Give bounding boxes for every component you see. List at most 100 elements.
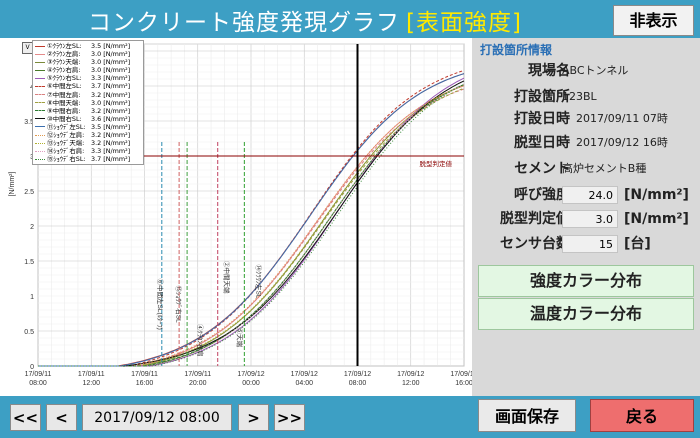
series-line (38, 73, 465, 367)
field-cement: セメント 高炉セメントB種 (472, 158, 700, 180)
y-tick-label: 1 (30, 294, 34, 301)
legend-entry: ④ｸﾗｳﾝ右肩: 3.0 [N/mm²] (35, 66, 143, 74)
y-tick-label: 2 (30, 224, 34, 231)
legend-entry: ②ｸﾗｳﾝ左肩: 3.0 [N/mm²] (35, 50, 143, 58)
x-tick-label: 17/09/11 (184, 371, 211, 378)
legend-swatch (35, 61, 45, 63)
field-label: 現場名 (528, 63, 570, 79)
legend-entry: ⑮ｼｮｳﾃﾞ右SL: 3.7 [N/mm²] (35, 155, 143, 163)
field-pour-date: 打設日時 2017/09/11 07時 (472, 108, 700, 130)
legend-entry: ⑪ｼｮｳﾃﾞ左SL: 3.5 [N/mm²] (35, 123, 143, 131)
field-demold-threshold: 脱型判定値 3.0 [N/mm²] (472, 208, 700, 230)
legend-value: 3.2 [N/mm²] (91, 106, 131, 115)
next-button[interactable]: > (238, 404, 269, 431)
legend-value: 3.3 [N/mm²] (91, 147, 131, 156)
field-label: 打設箇所 (514, 89, 570, 105)
sensor-annotation: ②中間天端 (222, 261, 231, 294)
x-tick-label: 16:00 (136, 380, 154, 387)
nominal-strength-value: 24.0 (562, 186, 618, 204)
strength-color-map-button[interactable]: 強度カラー分布 (478, 265, 694, 297)
series-line (38, 84, 465, 367)
threshold-value: 3.0 (562, 210, 618, 228)
legend-value: 3.0 [N/mm²] (91, 58, 131, 67)
unit-label: [N/mm²] (624, 187, 689, 203)
x-tick-label: 16:00 (455, 380, 472, 387)
legend-value: 3.5 [N/mm²] (91, 42, 131, 50)
legend-name: ⑮ｼｮｳﾃﾞ右SL: (47, 155, 86, 164)
legend-value: 3.2 [N/mm²] (91, 131, 131, 140)
y-axis-label: [N/mm²] (9, 172, 16, 197)
field-value: 高炉セメントB種 (562, 162, 647, 175)
prev-button[interactable]: < (46, 404, 77, 431)
legend-entry: ⑥中間左SL: 3.7 [N/mm²] (35, 82, 143, 90)
hide-button[interactable]: 非表示 (613, 5, 694, 36)
sensor-annotation: ⑤天端 (236, 328, 245, 348)
x-tick-label: 12:00 (402, 380, 420, 387)
legend-name: ④ｸﾗｳﾝ右肩: (47, 66, 81, 75)
legend-value: 3.2 [N/mm²] (91, 90, 131, 99)
legend-value: 3.0 [N/mm²] (91, 66, 131, 75)
unit-label: [台] (624, 236, 651, 252)
temperature-color-map-button[interactable]: 温度カラー分布 (478, 298, 694, 330)
field-sensor-count: センサ台数 15 [台] (472, 233, 700, 255)
legend-value: 3.6 [N/mm²] (91, 114, 131, 123)
x-tick-label: 17/09/12 (450, 371, 472, 378)
legend-name: ⑧中間天端: (47, 98, 81, 107)
legend-name: ①ｸﾗｳﾝ左SL: (47, 42, 82, 50)
save-screen-button[interactable]: 画面保存 (478, 399, 576, 432)
panel-heading: 打設箇所情報 (480, 43, 553, 57)
last-button[interactable]: >> (274, 404, 305, 431)
legend-name: ②ｸﾗｳﾝ左肩: (47, 50, 81, 59)
legend-swatch (35, 45, 45, 47)
legend-swatch (35, 102, 45, 104)
legend-value: 3.5 [N/mm²] (91, 122, 131, 131)
legend-value: 3.7 [N/mm²] (91, 155, 131, 164)
legend-swatch (35, 158, 45, 160)
x-tick-label: 08:00 (29, 380, 47, 387)
back-button[interactable]: 戻る (590, 399, 694, 432)
sensor-count-value: 15 (562, 235, 618, 253)
field-value: ABCトンネル (562, 64, 629, 77)
legend-swatch (35, 126, 45, 128)
first-button[interactable]: << (10, 404, 41, 431)
x-tick-label: 17/09/12 (397, 371, 424, 378)
x-tick-label: 17/09/11 (25, 371, 52, 378)
field-label: 脱型日時 (514, 135, 570, 151)
legend-swatch (35, 85, 45, 87)
title-main: コンクリート強度発現グラフ (88, 10, 400, 36)
legend-entry: ⑤ｸﾗｳﾝ右SL: 3.3 [N/mm²] (35, 74, 143, 82)
legend-entry: ⑨中間右肩: 3.2 [N/mm²] (35, 107, 143, 115)
page-title: コンクリート強度発現グラフ [表面強度] (88, 3, 522, 37)
legend-swatch (35, 150, 45, 152)
legend-value: 3.7 [N/mm²] (91, 82, 131, 91)
sensor-annotation: ⑥中間左SL(ﾙﾀｰﾌ) (156, 279, 165, 330)
field-value: 2017/09/11 07時 (576, 112, 668, 125)
legend-swatch (35, 142, 45, 144)
y-tick-label: 3.5 (24, 119, 34, 126)
x-tick-label: 12:00 (82, 380, 100, 387)
legend-name: ⑪ｼｮｳﾃﾞ左SL: (47, 122, 86, 131)
legend-swatch (35, 134, 45, 136)
x-tick-label: 20:00 (189, 380, 207, 387)
legend-entry: ⑩中間右SL: 3.6 [N/mm²] (35, 115, 143, 123)
title-sub: [表面強度] (406, 10, 522, 36)
sensor-annotation: ④ｸﾗｳﾝ右肩 (196, 324, 205, 357)
x-tick-label: 08:00 (349, 380, 367, 387)
field-value: 2017/09/12 16時 (576, 136, 668, 149)
field-label: センサ台数 (500, 236, 570, 252)
legend-name: ⑫ｼｮｳﾃﾞ左肩: (47, 131, 85, 140)
legend-entry: ⑭ｼｮｳﾃﾞ右肩: 3.3 [N/mm²] (35, 147, 143, 155)
legend-entry: ⑫ｼｮｳﾃﾞ左肩: 3.2 [N/mm²] (35, 131, 143, 139)
x-tick-label: 17/09/11 (78, 371, 105, 378)
legend-swatch (35, 77, 45, 79)
title-bar: コンクリート強度発現グラフ [表面強度] 非表示 (0, 0, 700, 38)
sensor-annotation: ⑭ｸﾗｳﾝ左SL (254, 265, 263, 299)
series-line (38, 85, 465, 367)
sensor-annotation: ⑮ｼｮｳﾃﾞ右SL (174, 286, 183, 324)
legend-entry: ⑦中間左肩: 3.2 [N/mm²] (35, 91, 143, 99)
y-tick-label: 1.5 (24, 259, 34, 266)
legend-swatch (35, 69, 45, 71)
legend-swatch (35, 53, 45, 55)
legend-name: ⑤ｸﾗｳﾝ右SL: (47, 74, 82, 83)
y-tick-label: 2.5 (24, 189, 34, 196)
